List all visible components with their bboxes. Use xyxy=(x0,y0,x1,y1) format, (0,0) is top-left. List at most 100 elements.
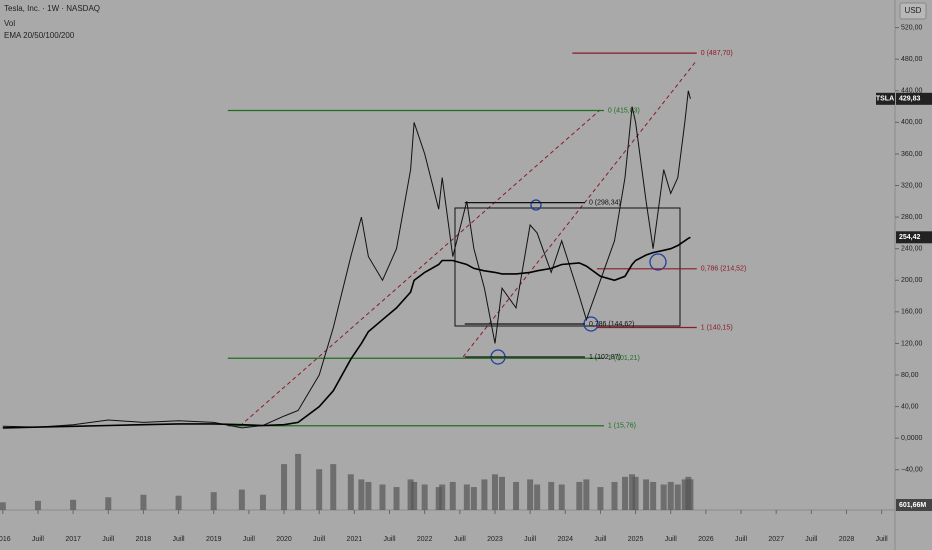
x-tick-label: 2028 xyxy=(839,536,855,543)
circle-marker xyxy=(649,253,667,271)
x-tick-label: 2022 xyxy=(417,536,433,543)
x-tick-label: Juill xyxy=(102,536,115,543)
x-tick-label: Juill xyxy=(32,536,45,543)
fib-label: 1 (15,76) xyxy=(608,423,636,430)
volume-bar xyxy=(411,481,418,510)
volume-bar xyxy=(259,494,266,510)
volume-bar xyxy=(681,479,688,510)
symbol-tag xyxy=(876,92,895,105)
volume-bar xyxy=(365,481,372,510)
volume-bar xyxy=(622,476,629,510)
volume-bar xyxy=(629,474,636,510)
x-tick-label: 2021 xyxy=(347,536,363,543)
x-tick-label: 2024 xyxy=(557,536,573,543)
x-tick-label: Juill xyxy=(454,536,467,543)
volume-bar xyxy=(316,469,323,510)
y-tick-label: 40,00 xyxy=(901,403,919,410)
volume-bar xyxy=(175,495,182,510)
y-tick-label: 440,00 xyxy=(901,88,923,95)
volume-bar xyxy=(421,484,428,510)
y-tick-label: 480,00 xyxy=(901,56,923,63)
volume-bar xyxy=(463,484,470,510)
volume-bar xyxy=(238,489,245,510)
fib-label: 1 (102,87) xyxy=(589,354,621,361)
x-tick-label: 2027 xyxy=(768,536,784,543)
volume-bar xyxy=(210,492,217,510)
volume-bar xyxy=(597,487,604,510)
volume-bar xyxy=(407,479,414,510)
volume-bar xyxy=(660,484,667,510)
y-tick-label: 240,00 xyxy=(901,246,923,253)
volume-bar xyxy=(632,476,639,510)
x-tick-label: Juill xyxy=(173,536,186,543)
fib-label: 1 (101,21) xyxy=(608,355,640,362)
x-tick-label: 2020 xyxy=(276,536,292,543)
volume-bar xyxy=(576,481,583,510)
y-tick-label: 200,00 xyxy=(901,277,923,284)
x-tick-label: Juill xyxy=(524,536,537,543)
volume-bar xyxy=(470,487,477,510)
currency-box[interactable] xyxy=(899,2,927,20)
volume-bar xyxy=(34,500,41,510)
fib-label: 0 (415,03) xyxy=(608,107,640,114)
x-tick-label: Juill xyxy=(383,536,396,543)
volume-bar xyxy=(281,464,288,510)
volume-bar xyxy=(558,484,565,510)
volume-bar xyxy=(358,479,365,510)
ema-legend: EMA 20/50/100/200 xyxy=(4,31,75,40)
volume-bar xyxy=(435,487,442,510)
volume-bar xyxy=(650,481,657,510)
volume-bar xyxy=(393,487,400,510)
fib-label: 0 (487,70) xyxy=(701,50,733,57)
volume-bar xyxy=(439,484,446,510)
fib-label: 0,786 (214,52) xyxy=(701,266,747,273)
circle-marker xyxy=(530,199,542,211)
x-tick-label: Juill xyxy=(313,536,326,543)
y-tick-label: 400,00 xyxy=(901,119,923,126)
fib-label: 0,786 (144,62) xyxy=(589,321,635,328)
y-tick-label: −40,00 xyxy=(901,467,923,474)
volume-bar xyxy=(534,484,541,510)
trend-line xyxy=(239,109,601,427)
x-tick-label: Juill xyxy=(243,536,256,543)
volume-bar xyxy=(295,453,302,510)
volume-bar xyxy=(674,484,681,510)
chart-title: Tesla, Inc. · 1W · NASDAQ xyxy=(4,4,100,13)
price-tag-label: 429,83 xyxy=(899,96,921,103)
volume-bar xyxy=(481,479,488,510)
volume-bar xyxy=(583,479,590,510)
x-tick-label: 2023 xyxy=(487,536,503,543)
y-tick-label: 160,00 xyxy=(901,309,923,316)
volume-legend: Vol xyxy=(4,19,15,28)
volume-bar xyxy=(0,502,6,510)
volume-bar xyxy=(491,474,498,510)
volume-bar xyxy=(548,481,555,510)
volume-bar xyxy=(105,497,112,510)
price-tag xyxy=(896,499,932,511)
range-box xyxy=(454,207,681,327)
x-tick-label: Juill xyxy=(805,536,818,543)
volume-bar xyxy=(379,484,386,510)
x-tick-label: 2016 xyxy=(0,536,11,543)
volume-bar xyxy=(449,481,456,510)
volume-bar xyxy=(611,481,618,510)
price-tag-label: 254,42 xyxy=(899,234,921,241)
volume-bar xyxy=(667,481,674,510)
fib-label: 0 (298,34) xyxy=(589,199,621,206)
price-tag-label: 601,66M xyxy=(899,502,926,509)
volume-bar xyxy=(643,479,650,510)
y-tick-label: 320,00 xyxy=(901,182,923,189)
volume-bar xyxy=(140,494,147,510)
price-line xyxy=(2,236,691,429)
volume-bar xyxy=(70,499,77,510)
price-tag xyxy=(896,92,932,105)
y-tick-label: 0,0000 xyxy=(901,435,923,442)
x-tick-label: 2025 xyxy=(628,536,644,543)
volume-bar xyxy=(498,476,505,510)
x-tick-label: Juill xyxy=(594,536,607,543)
x-tick-label: 2026 xyxy=(698,536,714,543)
price-tag xyxy=(896,231,932,244)
y-tick-label: 520,00 xyxy=(901,24,923,31)
